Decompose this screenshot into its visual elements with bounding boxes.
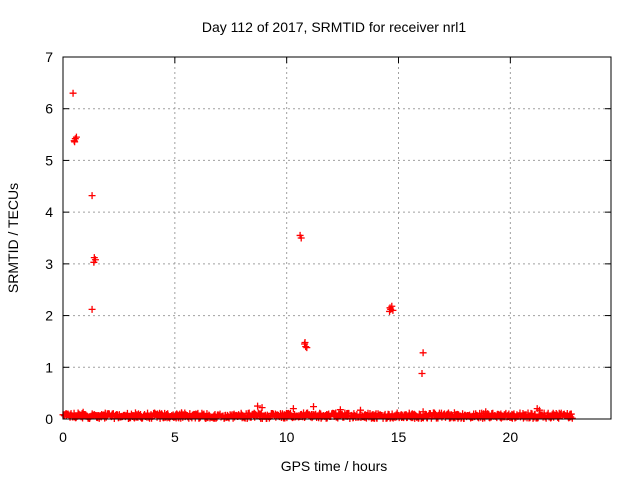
x-tick-label: 5 bbox=[171, 429, 179, 445]
y-tick-label: 4 bbox=[45, 204, 53, 220]
data-point bbox=[303, 344, 311, 352]
data-point bbox=[88, 305, 96, 313]
gridlines bbox=[63, 57, 611, 419]
data-point bbox=[535, 406, 543, 414]
axis-ticks: 0 5 10 15 20 0 1 2 3 4 5 6 7 bbox=[45, 49, 611, 445]
data-point bbox=[71, 138, 79, 146]
y-tick-label: 1 bbox=[45, 359, 53, 375]
data-point bbox=[258, 404, 266, 412]
y-tick-label: 5 bbox=[45, 152, 53, 168]
data-point bbox=[72, 133, 80, 141]
data-point bbox=[297, 234, 305, 242]
data-point bbox=[71, 135, 79, 143]
data-point bbox=[386, 304, 394, 312]
data-point bbox=[482, 408, 490, 416]
data-point bbox=[123, 409, 131, 417]
y-tick-label: 0 bbox=[45, 411, 53, 427]
data-point bbox=[91, 256, 99, 264]
data-point bbox=[254, 402, 262, 410]
data-point bbox=[301, 338, 309, 346]
data-point bbox=[310, 403, 318, 411]
data-point bbox=[419, 349, 427, 357]
plot-frame bbox=[62, 56, 612, 420]
y-tick-label: 2 bbox=[45, 308, 53, 324]
x-axis-label: GPS time / hours bbox=[281, 458, 388, 474]
data-point bbox=[178, 409, 186, 417]
data-point bbox=[334, 414, 342, 422]
y-axis-label: SRMTID / TECUs bbox=[5, 183, 21, 293]
data-point bbox=[450, 409, 458, 417]
data-point bbox=[88, 192, 96, 200]
data-point bbox=[69, 89, 77, 97]
y-tick-label: 6 bbox=[45, 101, 53, 117]
y-tick-label: 7 bbox=[45, 49, 53, 65]
data-point bbox=[568, 414, 576, 422]
x-tick-label: 15 bbox=[391, 429, 407, 445]
data-point bbox=[418, 369, 426, 377]
data-point bbox=[72, 414, 80, 422]
data-point bbox=[302, 343, 310, 351]
data-point bbox=[356, 406, 364, 414]
data-point bbox=[567, 410, 575, 418]
data-point bbox=[79, 408, 87, 416]
chart-title: Day 112 of 2017, SRMTID for receiver nrl… bbox=[202, 19, 467, 35]
x-tick-label: 10 bbox=[279, 429, 295, 445]
data-point bbox=[289, 405, 297, 413]
y-tick-label: 3 bbox=[45, 256, 53, 272]
data-point bbox=[336, 406, 344, 414]
data-point bbox=[486, 414, 494, 422]
data-points bbox=[59, 89, 576, 422]
x-tick-label: 20 bbox=[503, 429, 519, 445]
x-tick-label: 0 bbox=[59, 429, 67, 445]
data-point bbox=[419, 408, 427, 416]
